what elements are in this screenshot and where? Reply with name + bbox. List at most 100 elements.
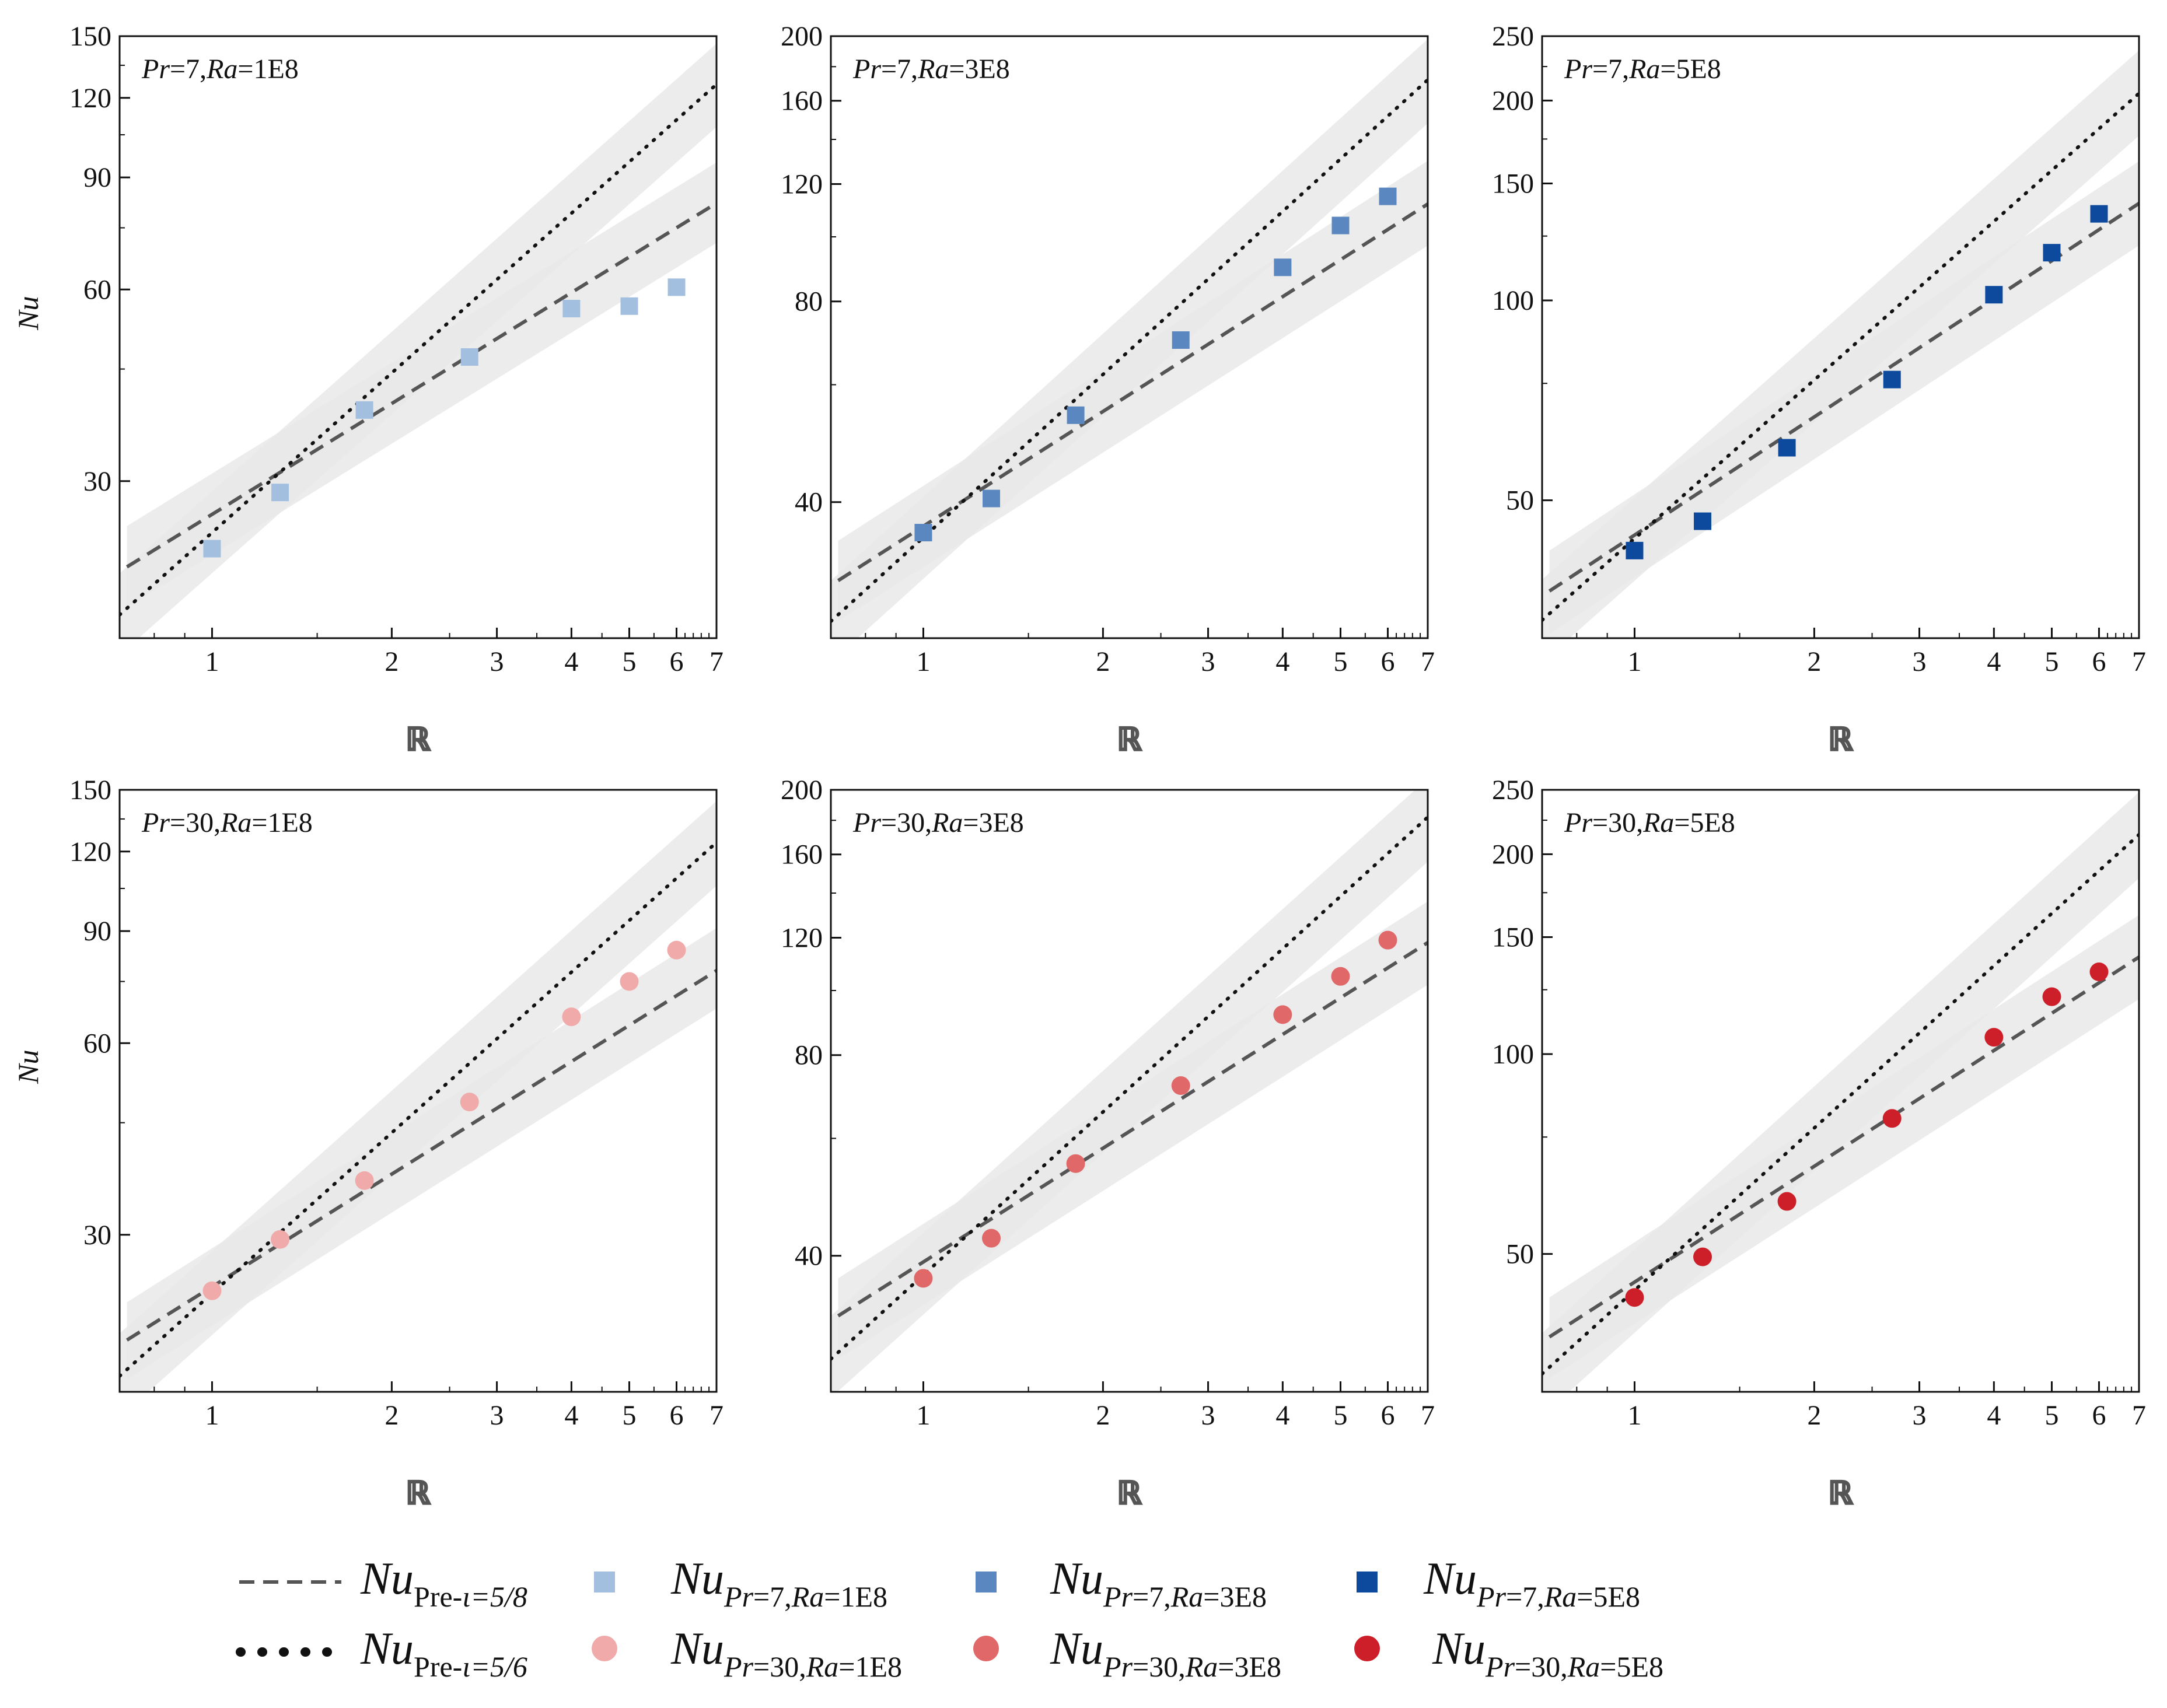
legend-subscript-part: =30, xyxy=(1133,1650,1186,1683)
legend-dashed-label: NuPre-ι=5/8 xyxy=(360,1553,527,1613)
legend-subscript: Pr=30,Ra=5E8 xyxy=(1485,1650,1663,1683)
dashed-fit-line xyxy=(837,941,1428,1318)
panel-title: Pr=30,Ra=1E8 xyxy=(141,807,313,838)
data-point xyxy=(562,1007,581,1027)
y-tick-label: 250 xyxy=(1492,775,1534,806)
legend-subscript-part: =30, xyxy=(1515,1650,1568,1683)
x-tick-label: 6 xyxy=(670,1400,684,1431)
axes-frame xyxy=(1541,35,2140,639)
legend-subscript: Pr=7,Ra=5E8 xyxy=(1476,1580,1640,1613)
legend-subscript-part: Ra xyxy=(791,1580,824,1613)
plot-area xyxy=(1542,50,2139,638)
data-point xyxy=(620,297,638,315)
legend-subscript-part: Ra xyxy=(1567,1650,1600,1683)
data-point xyxy=(667,940,686,960)
panel-title: Pr=7,Ra=3E8 xyxy=(852,54,1010,85)
data-point xyxy=(271,484,289,502)
x-tick-label: 2 xyxy=(1096,646,1110,677)
legend-subscript: Pr=30,Ra=3E8 xyxy=(1103,1650,1281,1683)
dashed-fit-line xyxy=(125,969,716,1342)
title-pr-value: =7, xyxy=(881,54,918,85)
y-tick-label: 160 xyxy=(781,839,823,870)
data-point xyxy=(1984,1028,2004,1047)
x-tick-label: 1 xyxy=(205,1400,219,1431)
legend-subscript-part: =7, xyxy=(753,1580,792,1613)
legend-subscript-part: =7, xyxy=(1133,1580,1171,1613)
title-ra-value: =5E8 xyxy=(1674,807,1735,838)
data-point xyxy=(1694,512,1712,530)
data-point xyxy=(2089,963,2109,982)
legend-subscript-part: Pr xyxy=(1103,1580,1133,1613)
legend-entry-label: NuPr=7,Ra=3E8 xyxy=(1050,1553,1267,1613)
title-ra: Ra xyxy=(1628,54,1660,85)
data-point xyxy=(1625,1288,1644,1307)
x-tick-label: 7 xyxy=(1421,646,1435,677)
title-ra-value: =1E8 xyxy=(251,807,312,838)
data-point xyxy=(460,1093,479,1112)
data-point xyxy=(1066,1154,1085,1173)
plot-area xyxy=(831,790,1428,1392)
axes-frame xyxy=(830,789,1429,1393)
plot-area xyxy=(120,801,716,1392)
legend-subscript: Pr=7,Ra=3E8 xyxy=(1103,1580,1267,1613)
legend-main-text: Nu xyxy=(670,1553,724,1604)
title-ra-value: =3E8 xyxy=(963,807,1023,838)
data-point xyxy=(1693,1247,1712,1266)
legend-subscript-part: Pr xyxy=(724,1650,754,1683)
data-point xyxy=(1331,967,1350,986)
dashed-fit-line xyxy=(125,201,716,569)
data-point xyxy=(460,348,478,366)
title-ra-value: =3E8 xyxy=(949,54,1009,85)
y-tick-label: 200 xyxy=(1492,839,1534,870)
y-tick-label: 150 xyxy=(1492,169,1534,200)
legend-subscript-part: =5E8 xyxy=(1600,1650,1663,1683)
data-point xyxy=(1882,1109,1902,1128)
legend-subscript-part: =1E8 xyxy=(838,1650,902,1683)
legend-subscript: Pre-ι=5/6 xyxy=(414,1650,527,1683)
x-tick-label: 1 xyxy=(1627,646,1641,677)
panel-6: 50 100 150 200 250 1 2 3 4 5 6 7 Pr=30,Ra=5E8 ℝ xyxy=(1492,775,2146,1511)
y-tick-label: 120 xyxy=(69,83,111,114)
data-point xyxy=(2090,205,2108,223)
data-point xyxy=(355,1171,374,1190)
legend-main-text: Nu xyxy=(670,1623,724,1674)
data-point xyxy=(1331,216,1350,235)
panel-1: 30 60 90 120 150 1 2 3 4 5 6 7 Pr=7,Ra=1E8 ℝ Nu xyxy=(12,21,724,758)
data-point xyxy=(1626,541,1644,559)
title-ra: Ra xyxy=(1642,807,1674,838)
x-tick-label: 2 xyxy=(1807,1400,1821,1431)
plot-area xyxy=(831,38,1428,638)
x-axis-title: ℝ xyxy=(406,1476,431,1511)
x-tick-label: 7 xyxy=(1421,1400,1435,1431)
y-tick-label: 60 xyxy=(83,274,111,305)
y-tick-label: 150 xyxy=(69,21,111,52)
data-point xyxy=(982,1228,1001,1248)
x-tick-label: 6 xyxy=(1381,1400,1395,1431)
y-tick-label: 40 xyxy=(795,1241,823,1272)
y-tick-label: 150 xyxy=(69,775,111,806)
data-point xyxy=(667,278,686,296)
data-point xyxy=(983,489,1001,508)
x-tick-label: 5 xyxy=(2045,646,2059,677)
title-ra: Ra xyxy=(220,807,251,838)
legend-main-text: Nu xyxy=(1050,1623,1103,1674)
y-tick-label: 200 xyxy=(781,21,823,52)
title-ra-value: =5E8 xyxy=(1660,54,1721,85)
x-tick-label: 7 xyxy=(2132,646,2146,677)
y-tick-label: 90 xyxy=(83,162,111,193)
legend-dotted-label: NuPre-ι=5/6 xyxy=(360,1623,527,1683)
data-point xyxy=(562,299,581,317)
x-tick-label: 6 xyxy=(2092,646,2106,677)
x-tick-label: 6 xyxy=(670,646,684,677)
y-tick-label: 100 xyxy=(1492,285,1534,316)
data-point xyxy=(1171,1076,1190,1096)
legend-entry-label: NuPr=30,Ra=5E8 xyxy=(1432,1623,1663,1683)
y-tick-label: 120 xyxy=(781,923,823,954)
legend-entry-label: NuPr=7,Ra=5E8 xyxy=(1423,1553,1640,1613)
legend-subscript: Pr=7,Ra=1E8 xyxy=(724,1580,887,1613)
title-pr: Pr xyxy=(141,54,170,85)
legend-subscript-part: =3E8 xyxy=(1203,1580,1267,1613)
x-tick-label: 3 xyxy=(1913,646,1927,677)
x-tick-label: 7 xyxy=(709,1400,724,1431)
x-tick-label: 5 xyxy=(2045,1400,2059,1431)
